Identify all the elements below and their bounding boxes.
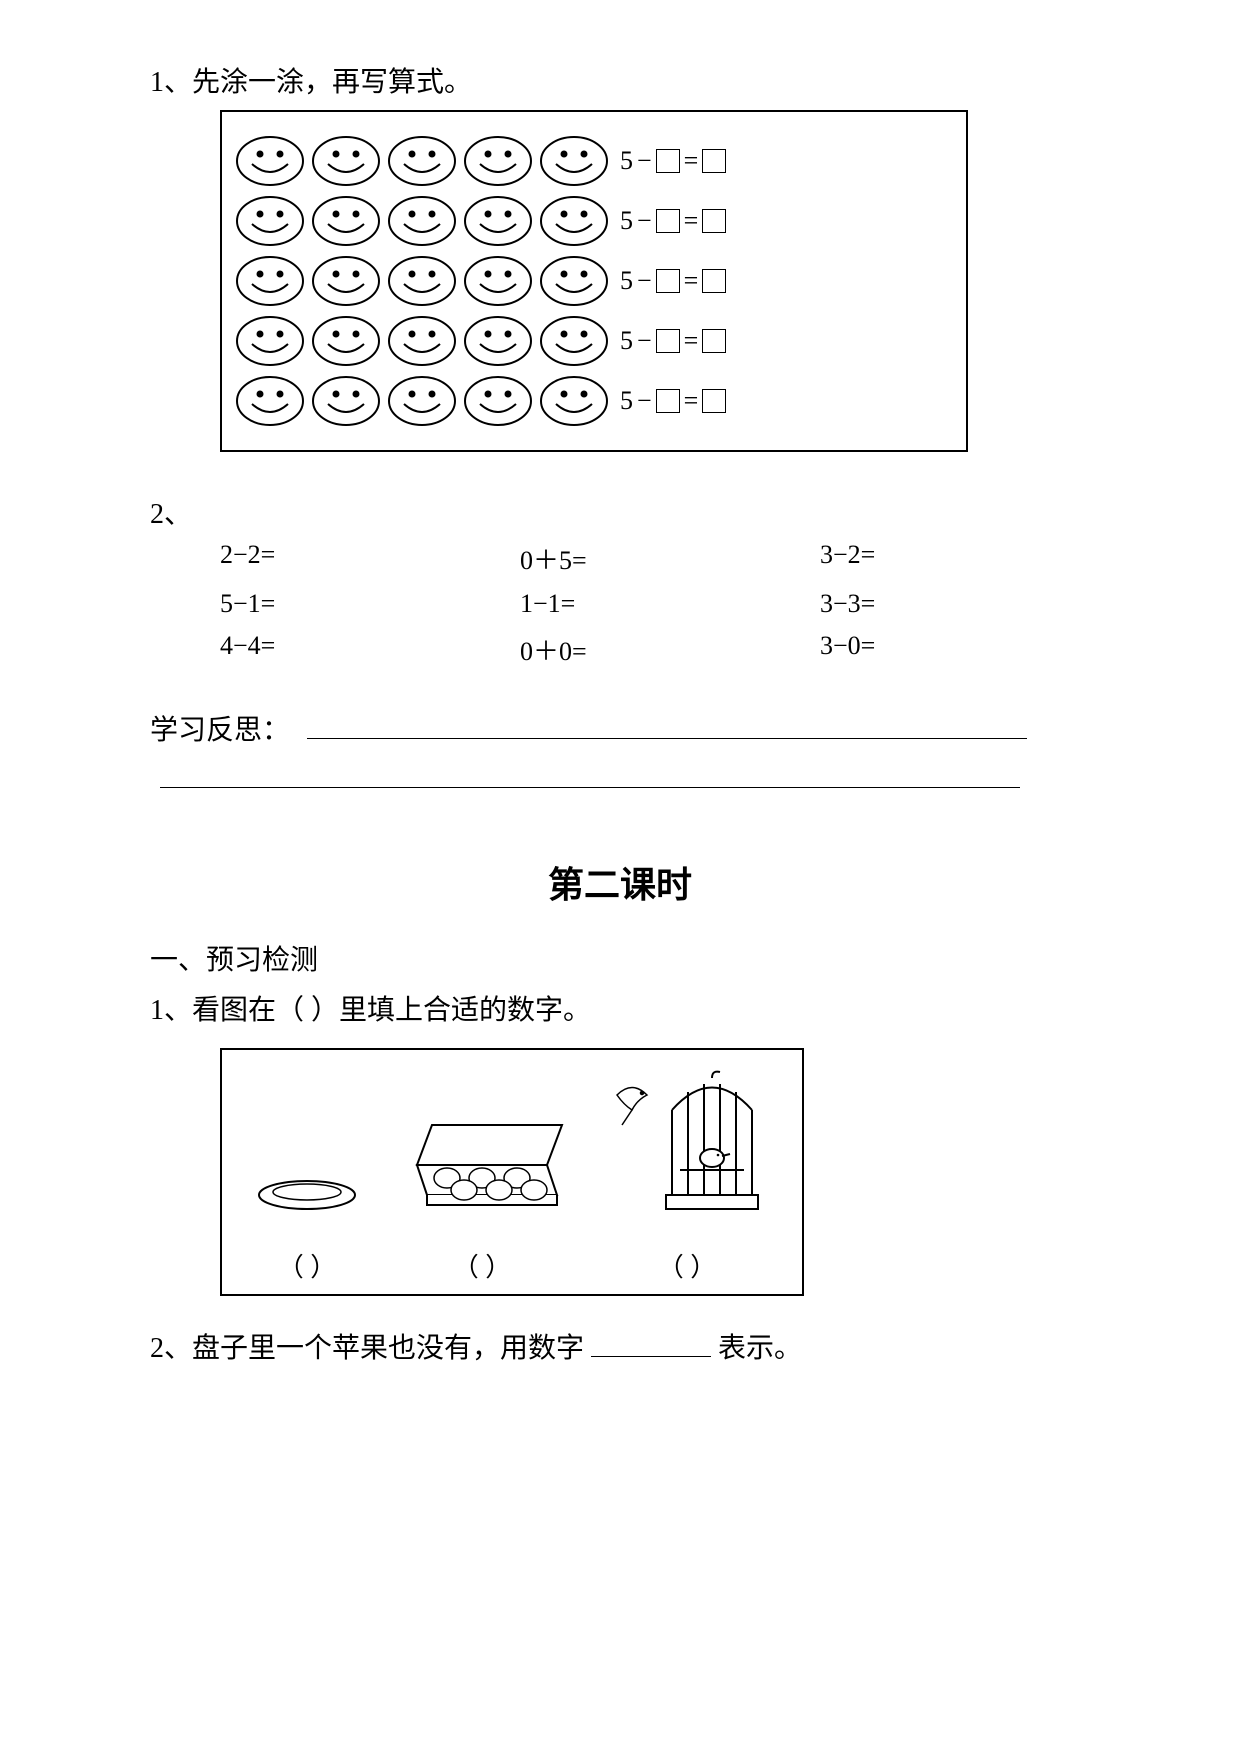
minus-sign: −: [637, 266, 652, 296]
minus-sign: −: [637, 206, 652, 236]
equation[interactable]: 5 − =: [620, 326, 726, 356]
birdcage-col: （ ）: [602, 1070, 772, 1284]
equation-num: 5: [620, 266, 633, 296]
smiley-face-icon: [386, 194, 458, 248]
smiley-row: 5 − =: [234, 314, 954, 368]
minus-sign: −: [637, 386, 652, 416]
equation[interactable]: 5 − =: [620, 206, 726, 236]
arith-item[interactable]: 3−2=: [820, 540, 1080, 577]
write-line[interactable]: [160, 787, 1020, 788]
equals-sign: =: [684, 386, 699, 416]
answer-box[interactable]: [702, 389, 726, 413]
smiley-face-icon: [310, 374, 382, 428]
smiley-face-icon: [234, 314, 306, 368]
arith-item[interactable]: 1−1=: [520, 589, 780, 619]
equation[interactable]: 5 − =: [620, 146, 726, 176]
smiley-face-icon: [538, 374, 610, 428]
paren-blank[interactable]: （ ）: [602, 1247, 772, 1284]
smiley-row: 5 − =: [234, 374, 954, 428]
equation[interactable]: 5 − =: [620, 266, 726, 296]
fill-blank[interactable]: [591, 1356, 711, 1357]
equals-sign: =: [684, 326, 699, 356]
answer-box[interactable]: [656, 149, 680, 173]
birdcage-icon: [602, 1070, 772, 1230]
equation-num: 5: [620, 386, 633, 416]
smiley-group: [234, 314, 610, 368]
smiley-face-icon: [462, 134, 534, 188]
smiley-group: [234, 134, 610, 188]
answer-box[interactable]: [656, 209, 680, 233]
smiley-group: [234, 194, 610, 248]
arith-item[interactable]: 5−1=: [220, 589, 480, 619]
subsection-a1: 1、看图在（ ）里填上合适的数字。: [150, 988, 1240, 1028]
reflection-block: 学习反思：: [150, 708, 1090, 796]
eggbox-col: （ ）: [397, 1110, 567, 1284]
eggbox-icon: [397, 1110, 567, 1230]
smiley-face-icon: [538, 134, 610, 188]
lesson-heading: 第二课时: [0, 856, 1240, 908]
q2-suffix: 表示。: [718, 1333, 802, 1364]
smiley-face-icon: [538, 314, 610, 368]
reflection-label: 学习反思：: [150, 715, 290, 746]
answer-box[interactable]: [656, 329, 680, 353]
equation-num: 5: [620, 326, 633, 356]
smiley-face-icon: [234, 254, 306, 308]
objects-box: （ ） （ ）: [220, 1048, 804, 1296]
answer-box[interactable]: [656, 269, 680, 293]
smiley-face-icon: [386, 314, 458, 368]
answer-box[interactable]: [702, 149, 726, 173]
smiley-face-icon: [386, 374, 458, 428]
answer-box[interactable]: [702, 209, 726, 233]
answer-box[interactable]: [702, 329, 726, 353]
equation[interactable]: 5 − =: [620, 386, 726, 416]
arith-item[interactable]: 4−4=: [220, 631, 480, 668]
section2-title: 2、: [150, 499, 192, 530]
smiley-face-icon: [234, 134, 306, 188]
arith-item[interactable]: 3−0=: [820, 631, 1080, 668]
smiley-face-icon: [462, 194, 534, 248]
paren-blank[interactable]: （ ）: [252, 1247, 362, 1284]
smiley-face-icon: [234, 194, 306, 248]
paren-blank[interactable]: （ ）: [397, 1247, 567, 1284]
smiley-face-icon: [310, 194, 382, 248]
smiley-face-icon: [462, 254, 534, 308]
smiley-row: 5 − =: [234, 254, 954, 308]
smiley-worksheet: 5 − = 5 − =: [220, 110, 968, 452]
smiley-face-icon: [310, 134, 382, 188]
smiley-face-icon: [462, 374, 534, 428]
answer-box[interactable]: [702, 269, 726, 293]
equals-sign: =: [684, 266, 699, 296]
smiley-face-icon: [462, 314, 534, 368]
q2-prefix: 2、盘子里一个苹果也没有，用数字: [150, 1333, 584, 1364]
smiley-face-icon: [310, 254, 382, 308]
smiley-group: [234, 254, 610, 308]
question-a2: 2、盘子里一个苹果也没有，用数字 表示。: [150, 1326, 1240, 1366]
equals-sign: =: [684, 146, 699, 176]
smiley-row: 5 − =: [234, 194, 954, 248]
smiley-face-icon: [310, 314, 382, 368]
smiley-face-icon: [234, 374, 306, 428]
smiley-face-icon: [538, 194, 610, 248]
plate-col: （ ）: [252, 1140, 362, 1284]
write-line[interactable]: [307, 738, 1027, 739]
answer-box[interactable]: [656, 389, 680, 413]
smiley-face-icon: [386, 254, 458, 308]
arith-item[interactable]: 2−2=: [220, 540, 480, 577]
subsection-a: 一、预习检测: [150, 938, 1240, 978]
equation-num: 5: [620, 146, 633, 176]
smiley-group: [234, 374, 610, 428]
equation-num: 5: [620, 206, 633, 236]
arith-item[interactable]: 0＋5=: [520, 540, 780, 577]
arith-item[interactable]: 3−3=: [820, 589, 1080, 619]
equals-sign: =: [684, 206, 699, 236]
smiley-face-icon: [386, 134, 458, 188]
smiley-face-icon: [538, 254, 610, 308]
minus-sign: −: [637, 146, 652, 176]
section1-title: 1、先涂一涂，再写算式。: [150, 60, 1240, 100]
minus-sign: −: [637, 326, 652, 356]
plate-icon: [252, 1140, 362, 1230]
arithmetic-grid: 2−2= 0＋5= 3−2= 5−1= 1−1= 3−3= 4−4= 0＋0= …: [220, 540, 1240, 668]
arith-item[interactable]: 0＋0=: [520, 631, 780, 668]
smiley-row: 5 − =: [234, 134, 954, 188]
